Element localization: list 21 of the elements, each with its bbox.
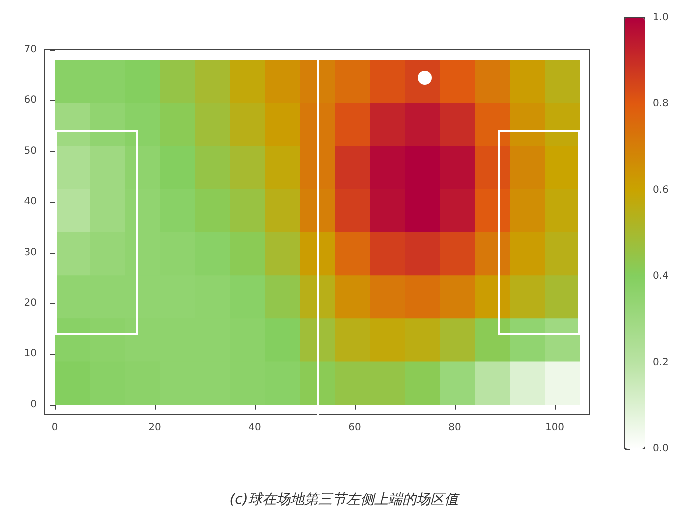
y-tick-label: 30 (24, 247, 37, 258)
color-bar-label: 0.8 (653, 98, 669, 110)
x-tick-label: 80 (448, 422, 462, 434)
color-bar-label: 0.6 (653, 184, 669, 196)
x-tick-label: 40 (248, 422, 262, 434)
color-bar-label: 0.0 (653, 444, 669, 454)
y-tick-label: 0 (30, 399, 37, 410)
color-bar-label: 0.4 (653, 271, 669, 282)
y-tick-label: 60 (24, 95, 37, 106)
text: (c)球在场地第三节左侧上端的场区值 (230, 492, 460, 508)
x-tick-label: 20 (148, 422, 162, 434)
color-bar-label: 1.0 (653, 12, 669, 24)
x-tick-label: 60 (348, 422, 362, 434)
x-tick-label: 0 (52, 422, 58, 434)
y-tick-label: 10 (24, 348, 37, 360)
y-tick-label: 20 (24, 298, 37, 309)
y-tick-label: 70 (24, 44, 37, 56)
color-bar-label: 0.2 (653, 357, 669, 368)
x-tick-label: 100 (545, 422, 565, 434)
y-tick-label: 40 (24, 196, 37, 208)
y-tick-label: 50 (24, 146, 37, 157)
